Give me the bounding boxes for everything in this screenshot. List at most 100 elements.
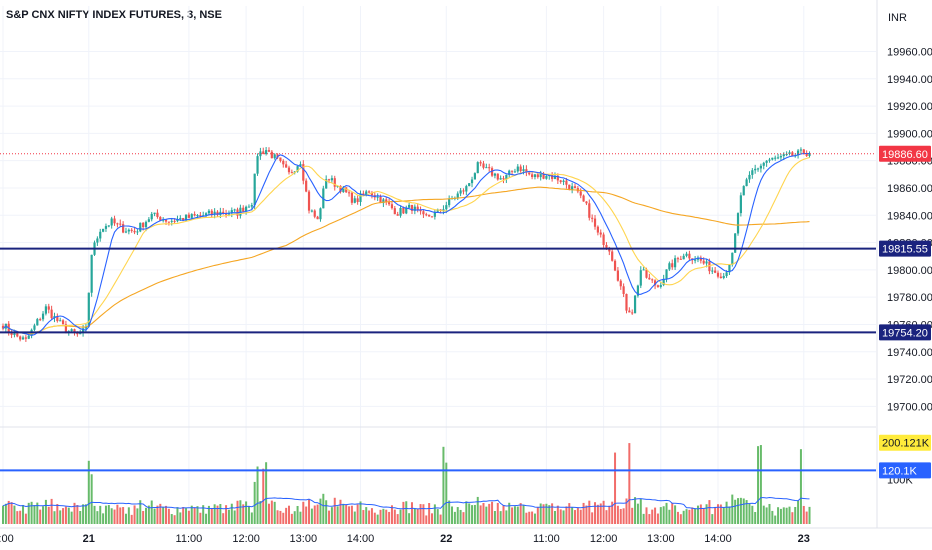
time-axis[interactable]: 4:00 21 11:00 12:00 13:00 14:00 22 11:00 12:00 13…: [0, 533, 810, 545]
candle-body: [245, 206, 248, 212]
candle-body: [250, 205, 253, 207]
volume-bar: [616, 505, 619, 524]
volume-bar: [797, 500, 800, 524]
volume-bar: [679, 514, 682, 524]
candle-body: [468, 183, 471, 187]
volume-bar: [688, 509, 691, 524]
candles[interactable]: [1, 147, 811, 342]
volume-bar: [451, 506, 454, 524]
candle-body: [187, 214, 190, 218]
volume-bar: [216, 505, 219, 524]
volume-bar: [705, 504, 708, 524]
candle-body: [582, 195, 585, 202]
volume-bar: [202, 505, 205, 524]
candle-body: [716, 272, 720, 277]
volume-bar: [519, 503, 522, 524]
volume-bar: [190, 505, 193, 524]
candle-body: [1, 325, 5, 329]
candle-body: [287, 167, 291, 173]
candle-body: [36, 319, 39, 326]
candle-body: [339, 185, 342, 193]
candle-body: [405, 207, 408, 214]
volume-bar: [685, 509, 688, 524]
volume-bar: [130, 514, 133, 524]
price-axis[interactable]: 19700.0019720.0019740.0019760.0019780.00…: [879, 46, 932, 486]
level-lines[interactable]: [0, 153, 876, 472]
volume-bar: [605, 510, 608, 524]
current-volume-badge[interactable]: 200.121K: [882, 438, 930, 450]
volume-bar: [282, 512, 285, 524]
candle-body: [239, 207, 242, 216]
volume-bar: [473, 504, 476, 524]
volume-bar: [591, 512, 594, 524]
volume-bar: [694, 508, 697, 524]
candle-body: [653, 280, 657, 286]
volume-bar: [493, 511, 496, 524]
volume-bar: [259, 501, 262, 524]
volume-bar: [794, 506, 797, 524]
candle-body: [496, 173, 499, 180]
moving-averages: [2, 152, 810, 336]
volume-bar: [256, 466, 259, 524]
candle-body: [510, 170, 514, 172]
volume-bar: [193, 507, 196, 524]
candle-body: [742, 186, 745, 196]
volume-bar: [476, 496, 479, 524]
candle-body: [571, 186, 574, 190]
volume-level-badge[interactable]: 120.1K: [882, 465, 918, 477]
volume-bar: [728, 506, 731, 524]
volume-bar: [365, 507, 368, 524]
volume-bar: [425, 515, 428, 524]
volume-bar: [50, 498, 53, 524]
level-badge-2[interactable]: 19754.20: [882, 327, 928, 339]
last-price-badge[interactable]: 19886.60: [882, 149, 928, 161]
volume-bar: [205, 513, 208, 524]
candle-body: [539, 173, 542, 178]
volume-bar: [596, 504, 599, 524]
volume-bar: [608, 505, 611, 524]
candle-body: [542, 173, 545, 179]
volume-bar: [548, 505, 551, 524]
volume-bar: [648, 514, 651, 524]
volume-bar: [7, 500, 10, 524]
volume-bar: [468, 503, 471, 524]
volume-bar: [674, 505, 677, 524]
volume-bar: [145, 507, 147, 524]
candle-body: [725, 272, 728, 277]
volume-bar: [236, 500, 239, 524]
volume-bar: [656, 513, 659, 524]
candle-body: [102, 228, 105, 232]
candle-body: [142, 222, 145, 228]
volume-bar: [462, 512, 465, 524]
candle-body: [705, 261, 708, 264]
price-tick-label: 19800.00: [887, 265, 932, 277]
volume-bar: [210, 507, 213, 524]
volume-bar: [748, 503, 751, 524]
candle-body: [156, 212, 159, 217]
candle-body: [199, 215, 202, 217]
candle-body: [788, 152, 791, 155]
volume-bar: [142, 510, 145, 524]
volume-bar: [399, 509, 402, 524]
candle-body: [345, 187, 348, 193]
candle-body: [490, 168, 494, 176]
volume-bar: [253, 481, 256, 524]
candle-body: [685, 253, 688, 256]
candle-body: [765, 160, 768, 163]
candle-body: [153, 212, 156, 214]
candle-body: [396, 214, 399, 216]
time-tick-label: 11:00: [176, 533, 203, 545]
volume-bar: [659, 507, 662, 524]
candle-body: [173, 220, 176, 222]
volume-bar: [113, 509, 116, 524]
level-badge-1[interactable]: 19815.55: [882, 244, 928, 256]
candle-body: [202, 215, 205, 217]
candle-body: [222, 211, 225, 214]
volume-bar: [631, 507, 634, 524]
candle-body: [167, 221, 170, 223]
volume-bar: [350, 505, 353, 524]
candle-body: [81, 328, 85, 333]
candle-body: [531, 174, 534, 177]
candle-body: [659, 285, 662, 287]
